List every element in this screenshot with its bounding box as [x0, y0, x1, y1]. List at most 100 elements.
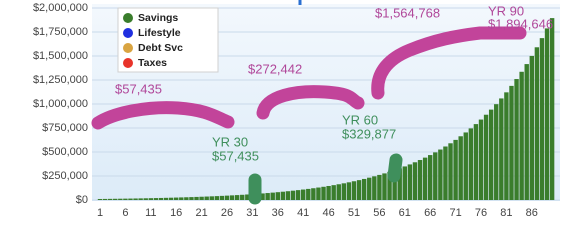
highlight-stroke [387, 153, 403, 183]
annotation: YR 30 [212, 134, 248, 149]
bar [113, 198, 118, 200]
y-tick-label: $1,500,000 [33, 50, 88, 62]
bar [224, 195, 230, 200]
bar [483, 114, 489, 200]
bar [219, 195, 225, 200]
bar [367, 177, 372, 200]
y-tick-label: $500,000 [42, 146, 88, 158]
bar [290, 190, 296, 200]
bar [453, 139, 458, 200]
bar [336, 184, 341, 200]
bar [382, 173, 387, 200]
bar [356, 180, 362, 200]
bar [179, 197, 184, 200]
x-tick-label: 21 [195, 207, 207, 219]
annotation: $1,894,646 [488, 16, 553, 31]
bar [280, 191, 286, 200]
bar [189, 197, 194, 200]
hand-drawn-marks [91, 0, 527, 205]
x-tick-label: 51 [348, 207, 360, 219]
bar [402, 166, 407, 200]
bar [229, 195, 235, 200]
chart: Savings Lifestyle Debt Svc Taxes $0 $250,000… [33, 0, 560, 219]
bar [265, 193, 270, 200]
bar [488, 109, 494, 200]
bar [494, 104, 499, 200]
bar [194, 196, 199, 200]
legend-label: Taxes [138, 57, 167, 69]
bar [377, 174, 382, 200]
bar [199, 196, 204, 200]
x-tick-label: 6 [122, 207, 128, 219]
y-tick-label: $1,000,000 [33, 98, 88, 110]
bar [148, 198, 153, 200]
x-tick-label: 81 [500, 207, 512, 219]
bar [499, 98, 504, 200]
bar [97, 198, 103, 200]
bar [534, 47, 540, 200]
y-tick-label: $1,750,000 [33, 26, 88, 38]
bar [351, 181, 357, 200]
legend-label: Savings [138, 12, 178, 24]
bar [270, 192, 275, 200]
bar [234, 195, 240, 200]
annotation: $272,442 [248, 61, 302, 76]
x-tick-label: 31 [246, 207, 258, 219]
bar [539, 38, 545, 200]
bar [458, 136, 463, 200]
bar [433, 152, 438, 200]
x-tick-label: 1 [97, 207, 103, 219]
bar [392, 170, 397, 200]
x-tick-label: 86 [526, 207, 538, 219]
bar [422, 157, 428, 200]
bar [407, 164, 413, 200]
bar [417, 160, 423, 200]
y-tick-label: $1,250,000 [33, 74, 88, 86]
bar [524, 64, 529, 200]
bar [153, 198, 159, 200]
bar [372, 176, 377, 200]
bar [168, 197, 174, 200]
bar [468, 128, 474, 200]
bar [428, 155, 433, 200]
legend-marker [123, 43, 133, 53]
bar [138, 198, 143, 200]
annotation: $57,435 [115, 81, 162, 96]
bar [316, 187, 321, 200]
legend-label: Debt Svc [138, 42, 183, 54]
highlight-stroke [256, 85, 365, 120]
bar [214, 196, 220, 200]
legend-label: Lifestyle [138, 27, 181, 39]
legend-marker [123, 28, 133, 38]
bar [102, 198, 108, 200]
bar [174, 197, 179, 200]
bar [184, 197, 189, 200]
x-tick-label: 11 [145, 207, 156, 219]
bar [245, 194, 250, 200]
bar [519, 71, 524, 200]
bar [295, 190, 301, 200]
bar [240, 194, 245, 200]
x-tick-label: 26 [221, 207, 233, 219]
bar [331, 185, 336, 200]
bar [204, 196, 209, 200]
legend: Savings Lifestyle Debt Svc Taxes [117, 7, 219, 73]
bar [260, 193, 265, 200]
bar [123, 198, 128, 200]
bar [544, 28, 550, 201]
bar [321, 186, 326, 200]
legend-box [117, 7, 219, 73]
bar [285, 191, 291, 200]
bar [209, 196, 214, 200]
bar [438, 149, 443, 200]
bars [97, 18, 555, 201]
bar [346, 182, 352, 200]
bar [448, 143, 453, 200]
annotation: $57,435 [212, 148, 259, 163]
bar [397, 168, 402, 200]
y-tick-label: $2,000,000 [33, 2, 88, 14]
y-tick-label: $250,000 [42, 170, 88, 182]
highlight-stroke [371, 26, 527, 100]
bar [529, 55, 534, 200]
y-tick-label: $0 [76, 194, 88, 206]
